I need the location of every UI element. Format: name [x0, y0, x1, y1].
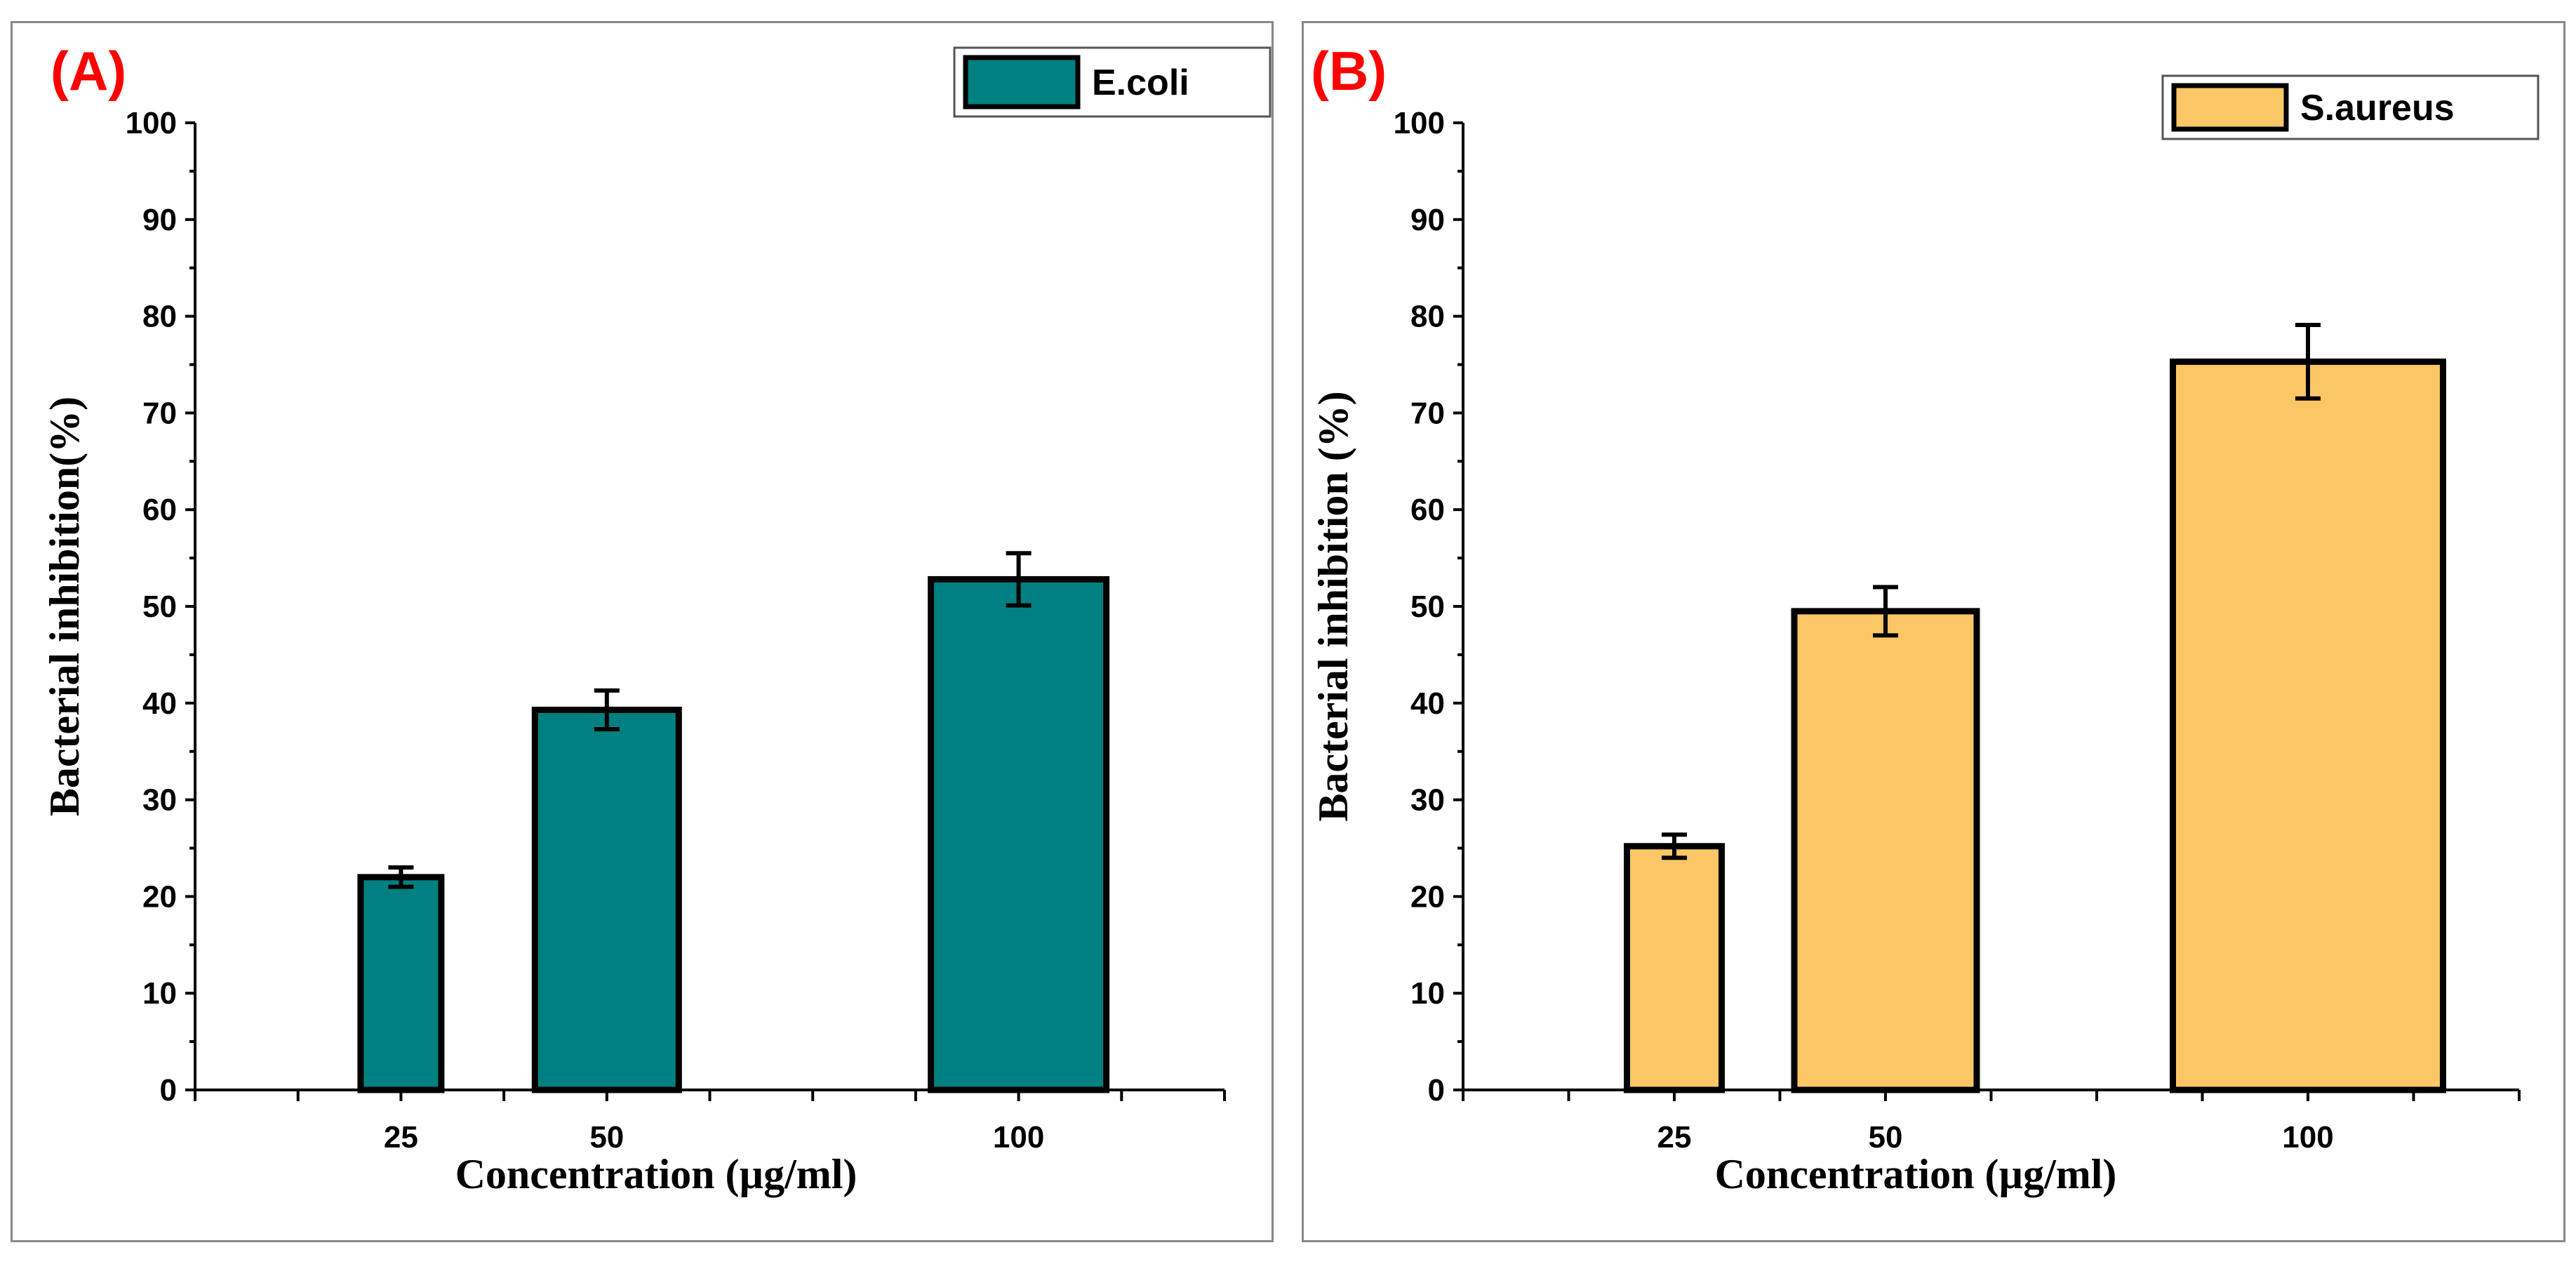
y-tick-label: 0	[1428, 1073, 1445, 1107]
y-axis-title: Bacterial inhibition(%)	[41, 397, 88, 816]
y-tick-label: 30	[1410, 783, 1445, 818]
y-tick-label: 80	[142, 300, 177, 334]
x-axis-title: Concentration (µg/ml)	[455, 1151, 857, 1197]
y-tick-label: 20	[1410, 879, 1445, 914]
x-tick-label: 25	[384, 1120, 418, 1154]
legend-swatch	[2171, 83, 2289, 132]
y-tick-label: 50	[1410, 590, 1445, 624]
y-tick-label: 40	[142, 686, 177, 721]
y-tick-label: 100	[126, 106, 177, 140]
legend-swatch	[963, 55, 1081, 109]
y-tick-label: 80	[1410, 300, 1445, 334]
bar-25	[1624, 843, 1725, 1093]
y-tick-label: 60	[1410, 493, 1445, 527]
bar-100	[928, 575, 1110, 1093]
x-tick-label: 100	[993, 1120, 1044, 1154]
x-axis-title: Concentration (µg/ml)	[1715, 1151, 2117, 1197]
legend-a: E.coli	[953, 46, 1272, 118]
legend-label: S.aureus	[2300, 88, 2455, 128]
y-tick-label: 90	[1410, 203, 1445, 237]
y-tick-label: 10	[142, 976, 177, 1011]
x-tick-label: 25	[1657, 1120, 1692, 1154]
y-tick-label: 30	[142, 783, 177, 818]
panel-label-b: (B)	[1311, 40, 1387, 102]
y-tick-label: 90	[142, 203, 177, 237]
y-tick-label: 60	[142, 493, 177, 527]
y-tick-label: 20	[142, 879, 177, 914]
bar-50	[531, 706, 682, 1093]
y-tick-label: 70	[142, 396, 177, 430]
y-tick-label: 70	[1410, 396, 1445, 430]
legend-b: S.aureus	[2161, 74, 2540, 140]
y-tick-label: 50	[142, 590, 177, 624]
legend-label: E.coli	[1092, 62, 1189, 103]
bar-50	[1791, 608, 1980, 1093]
y-axis-title: Bacterial inhibition (%)	[1310, 391, 1356, 821]
y-tick-label: 0	[160, 1073, 177, 1107]
bar-25	[357, 874, 445, 1093]
y-tick-label: 40	[1410, 686, 1445, 721]
y-tick-label: 10	[1410, 976, 1445, 1011]
chart-b: (B) 0 10 20 30 40 50 60 70 80 90 100 25 50 100 Concentr…	[1310, 40, 2540, 1197]
x-tick-label: 50	[1869, 1120, 1903, 1154]
x-tick-label: 100	[2282, 1120, 2333, 1154]
x-tick-label: 50	[589, 1120, 624, 1154]
y-tick-label: 100	[1394, 106, 1445, 140]
panel-label-a: (A)	[51, 40, 126, 102]
chart-a: (A) 0 10 20 30 40 50 60 70 80 90 100 25 50 100 Concentr…	[41, 40, 1272, 1197]
bar-100	[2170, 358, 2446, 1093]
